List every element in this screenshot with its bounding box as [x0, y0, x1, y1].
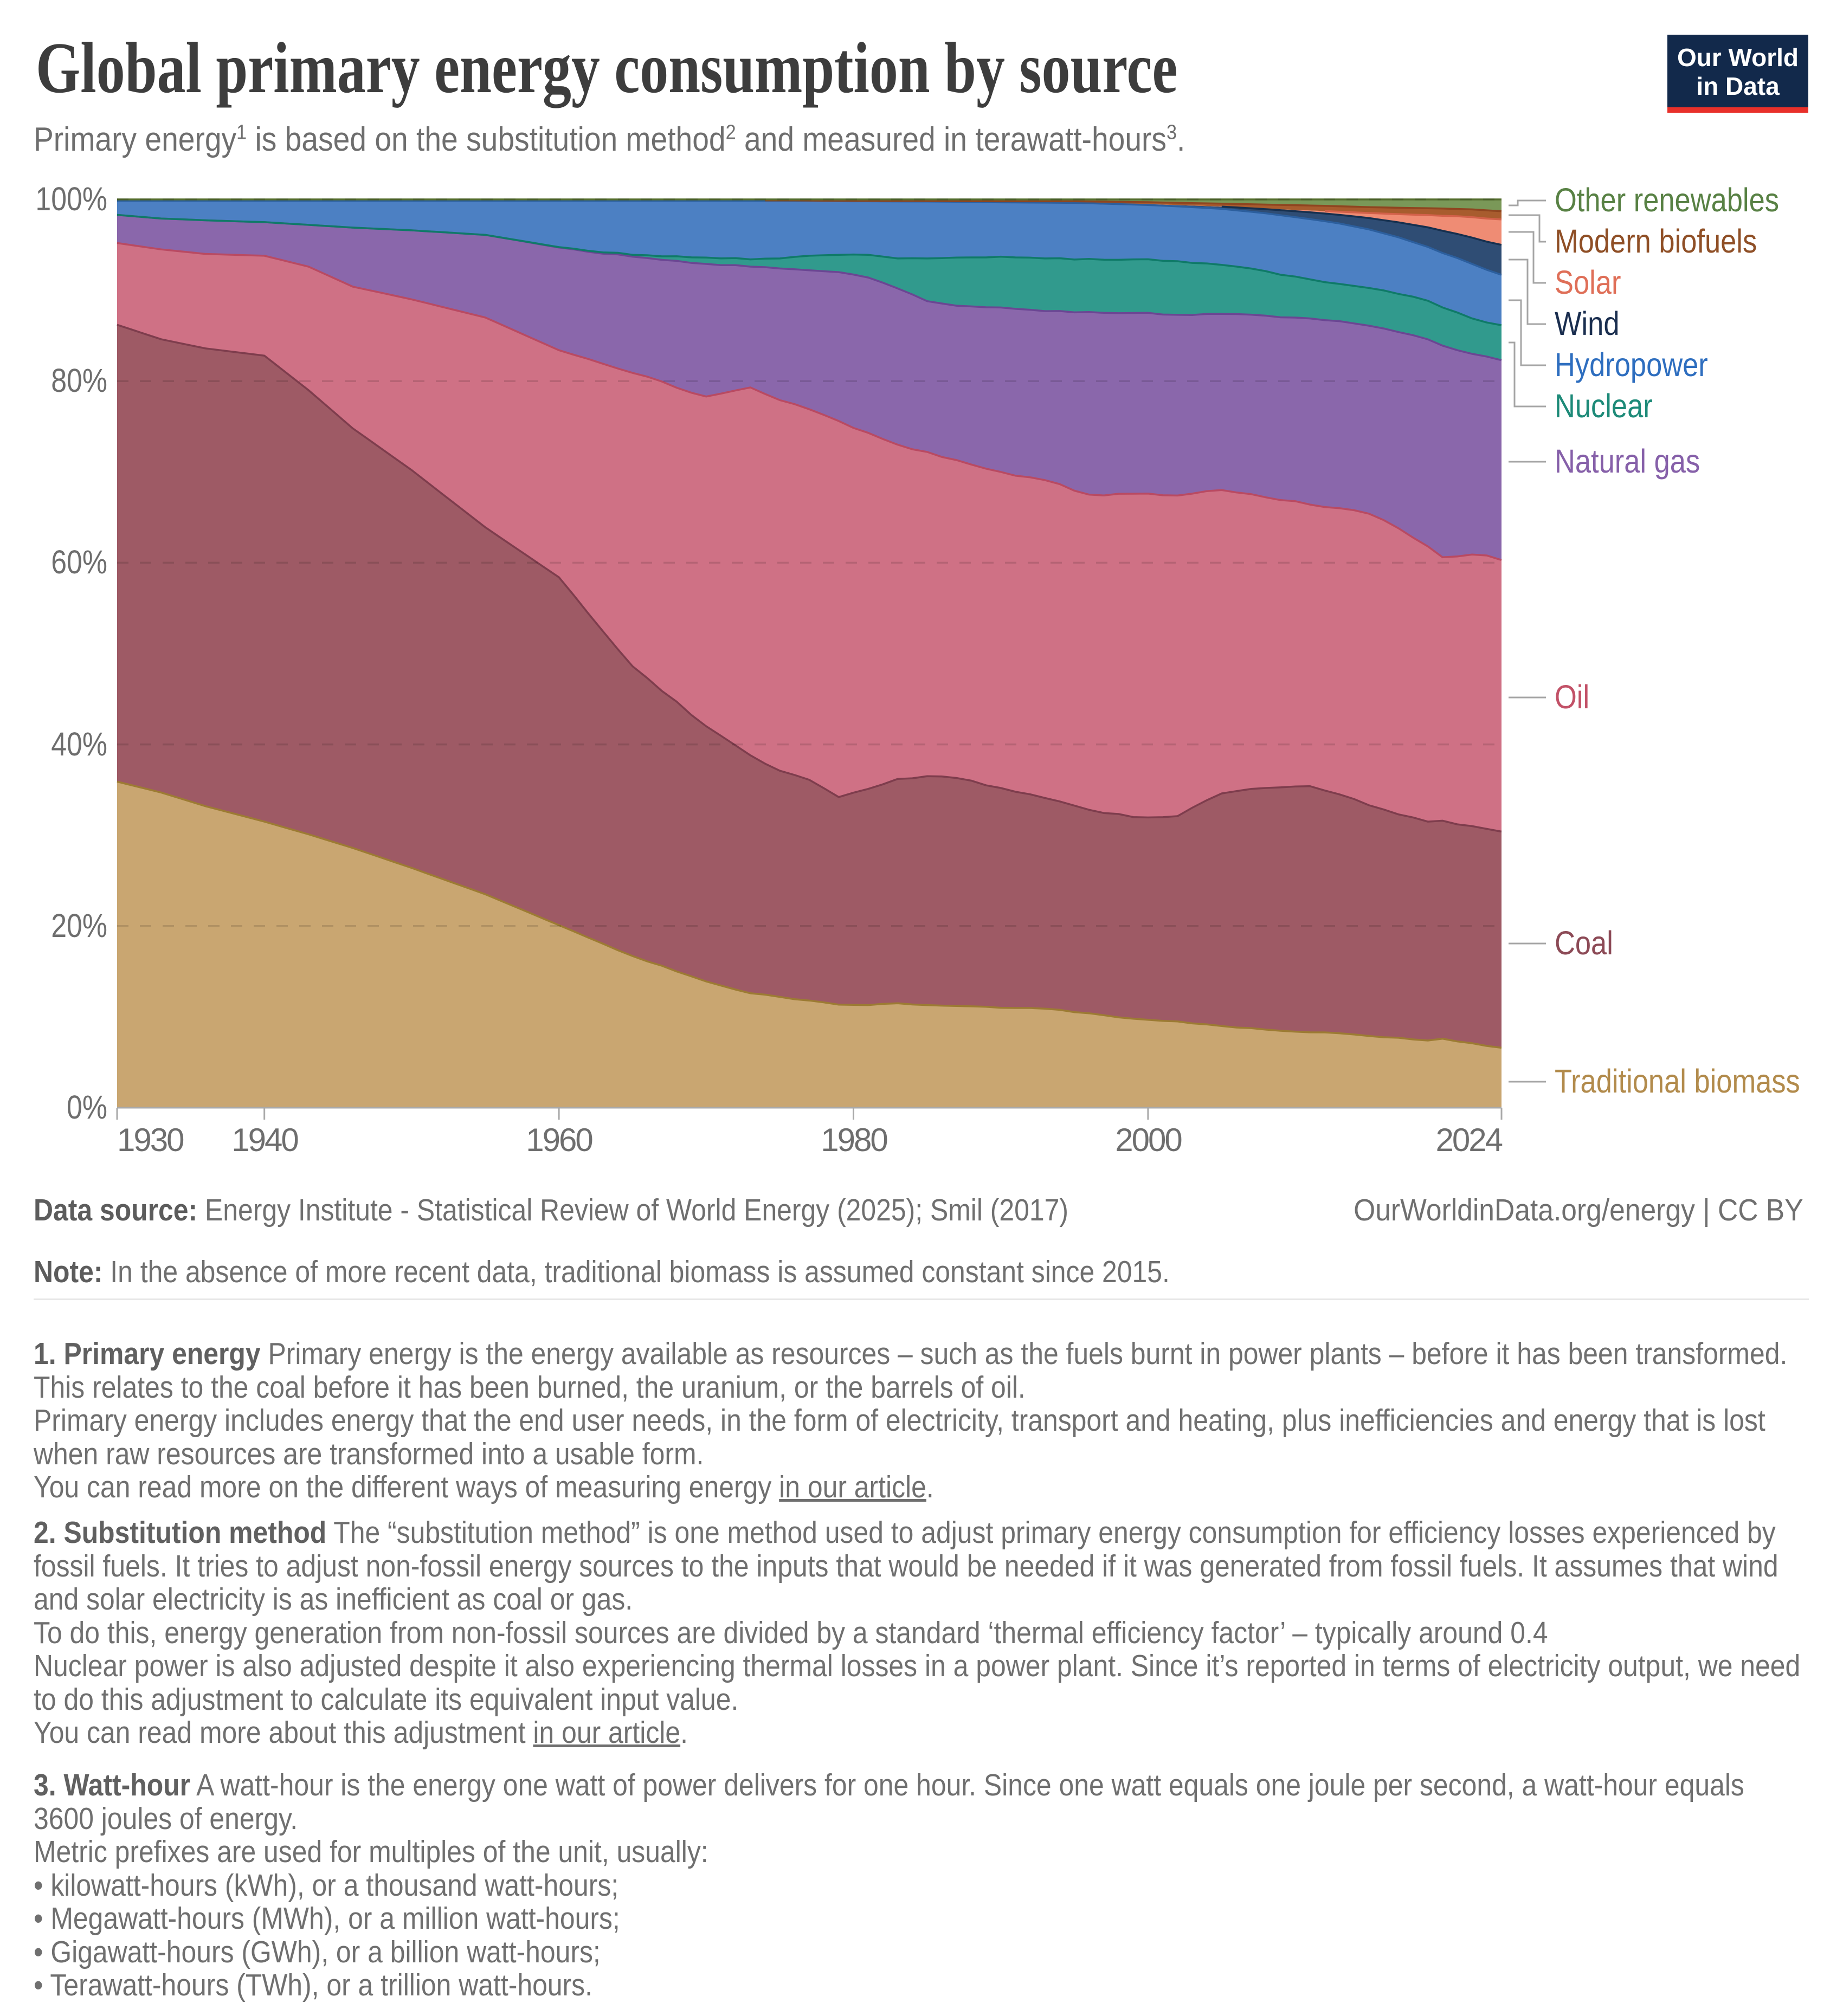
svg-text:80%: 80%	[51, 362, 107, 399]
svg-text:1930: 1930	[117, 1122, 184, 1158]
svg-text:60%: 60%	[51, 544, 107, 580]
svg-text:1980: 1980	[821, 1122, 887, 1158]
svg-text:Solar: Solar	[1555, 264, 1621, 301]
svg-text:1960: 1960	[526, 1122, 592, 1158]
svg-text:1940: 1940	[231, 1122, 298, 1158]
svg-text:Wind: Wind	[1555, 305, 1620, 343]
svg-text:Other renewables: Other renewables	[1555, 182, 1779, 219]
svg-text:Hydropower: Hydropower	[1555, 346, 1708, 384]
svg-text:20%: 20%	[51, 907, 107, 944]
svg-text:Oil: Oil	[1555, 679, 1589, 716]
svg-text:100%: 100%	[35, 180, 107, 217]
svg-text:Natural gas: Natural gas	[1555, 443, 1700, 480]
svg-text:Coal: Coal	[1555, 925, 1613, 962]
svg-text:2024: 2024	[1436, 1122, 1503, 1158]
svg-text:0%: 0%	[67, 1089, 107, 1126]
svg-text:Nuclear: Nuclear	[1555, 387, 1653, 425]
svg-text:2000: 2000	[1115, 1122, 1182, 1158]
svg-text:Modern biofuels: Modern biofuels	[1555, 223, 1757, 260]
svg-text:40%: 40%	[51, 726, 107, 763]
svg-text:Traditional biomass: Traditional biomass	[1555, 1063, 1800, 1100]
